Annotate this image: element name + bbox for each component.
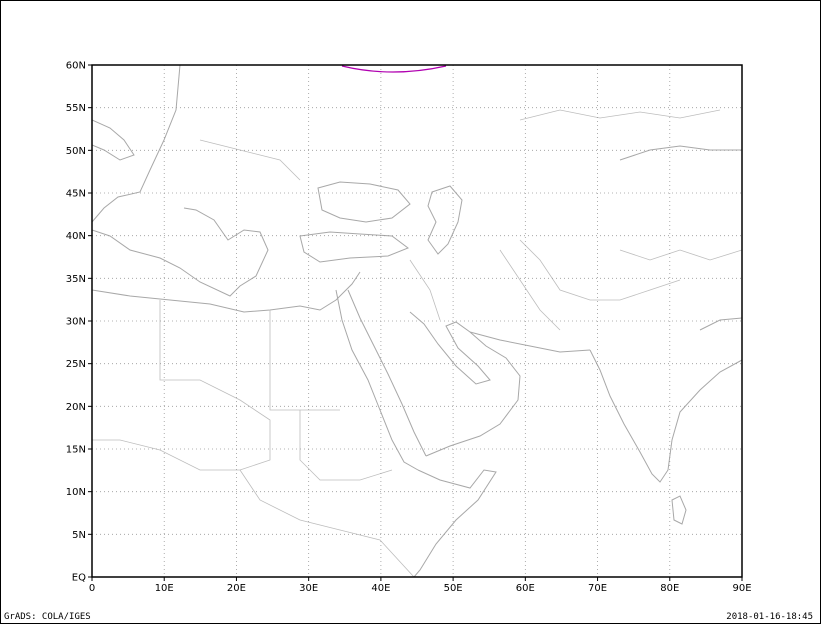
lat-label: 45N <box>66 189 86 200</box>
latitude-labels: EQ 5N 10N 15N 20N 25N 30N 35N 40N 45N 50N 55N 60N <box>66 61 86 584</box>
borders-layer <box>92 109 742 577</box>
border-sahara <box>92 300 271 471</box>
graticule <box>92 65 742 577</box>
coastline-arabia <box>409 311 521 457</box>
coastline-sri-lanka <box>671 495 687 525</box>
lat-label: 55N <box>66 103 86 114</box>
coastline-britain <box>92 119 135 161</box>
border-afghanistan <box>499 249 561 331</box>
lat-label: 50N <box>66 146 86 157</box>
coastline-mediterranean-north <box>92 207 269 297</box>
coastlines-layer <box>92 65 742 577</box>
lat-label: 35N <box>66 274 86 285</box>
coastline-asia-east <box>699 317 742 331</box>
lat-label: 10N <box>66 487 86 498</box>
lat-label: 25N <box>66 359 86 370</box>
lon-label: 60E <box>516 583 535 594</box>
axis-ticks <box>88 64 743 581</box>
lat-label: 40N <box>66 231 86 242</box>
coastline-europe <box>92 65 181 223</box>
lon-label: 50E <box>444 583 463 594</box>
border-sudan <box>299 410 393 481</box>
timestamp-text: 2018-01-16-18:45 <box>726 612 813 622</box>
border-central-asia <box>519 239 681 301</box>
lat-label: EQ <box>72 573 86 584</box>
lon-label: 90E <box>732 583 751 594</box>
coastline-india <box>589 349 742 483</box>
lon-label: 0 <box>89 583 95 594</box>
lat-label: 30N <box>66 317 86 328</box>
coastline-iran <box>469 331 591 353</box>
coastline-horn-of-africa <box>413 469 497 577</box>
coastline-black-sea <box>317 181 411 223</box>
lon-label: 20E <box>227 583 246 594</box>
plot-border <box>91 64 743 578</box>
coastline-caspian <box>427 185 463 255</box>
contour-line <box>341 65 447 73</box>
lat-label: 20N <box>66 402 86 413</box>
longitude-labels: 0 10E 20E 30E 40E 50E 60E 70E 80E 90E <box>89 583 752 594</box>
border-china <box>619 249 742 261</box>
credit-text: GrADS: COLA/IGES <box>4 612 91 622</box>
lon-label: 10E <box>155 583 174 594</box>
lon-label: 40E <box>371 583 390 594</box>
coastline-anatolia <box>299 231 410 263</box>
border-russia-kazakhstan <box>519 109 721 121</box>
lat-label: 15N <box>66 445 86 456</box>
border-libya-egypt <box>269 310 340 411</box>
border-central-africa <box>239 469 415 577</box>
coastline-red-sea-west <box>335 289 419 471</box>
lon-label: 30E <box>299 583 318 594</box>
coastline-asia-lake <box>619 145 742 161</box>
lat-label: 60N <box>66 61 86 72</box>
lon-label: 70E <box>588 583 607 594</box>
coastline-red-sea-east <box>347 289 427 457</box>
border-iraq <box>409 259 441 321</box>
lat-label: 5N <box>72 530 86 541</box>
lon-label: 80E <box>660 583 679 594</box>
border-eastern-europe <box>199 139 301 181</box>
